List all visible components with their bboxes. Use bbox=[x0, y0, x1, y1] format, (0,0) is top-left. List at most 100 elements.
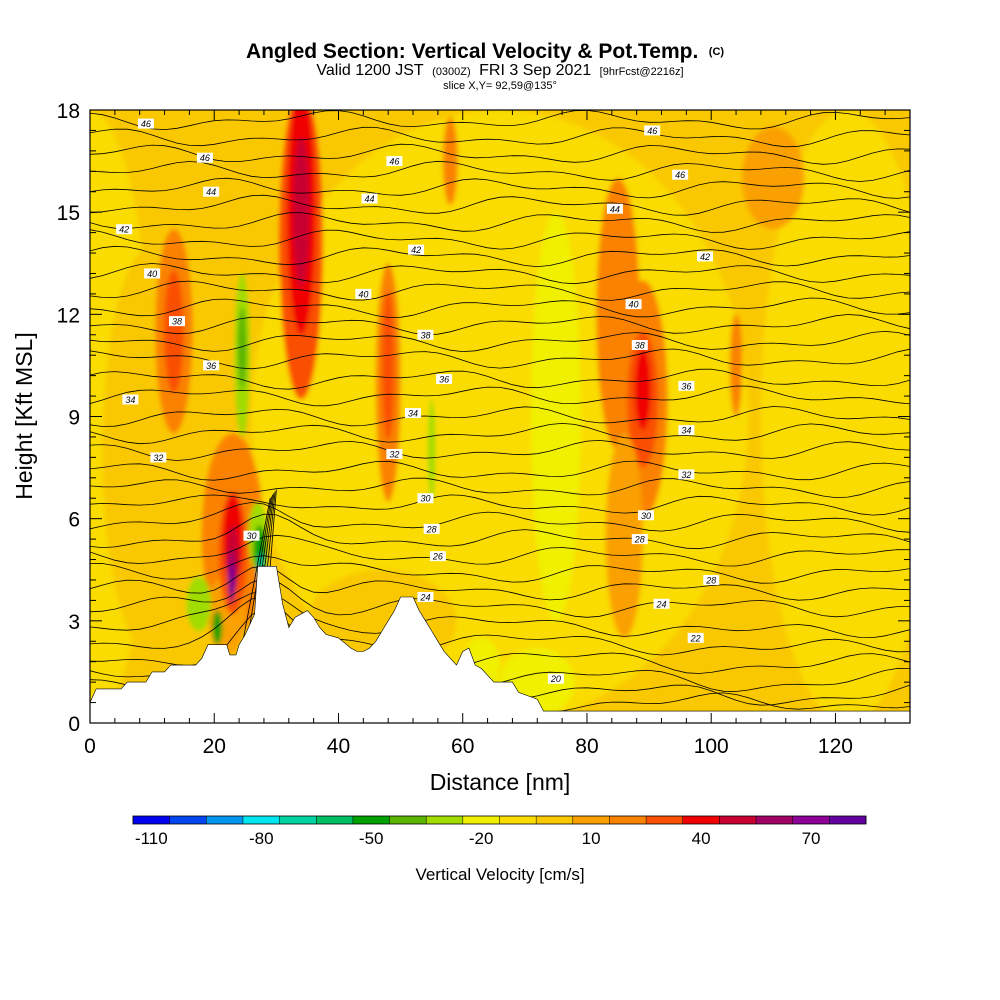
colorbar-swatch bbox=[646, 816, 684, 824]
velocity-shading bbox=[427, 399, 436, 502]
contour-label-box bbox=[150, 452, 167, 463]
contour-label-box bbox=[361, 193, 378, 204]
contour-label-box bbox=[436, 374, 453, 385]
contour-label-text: 42 bbox=[119, 225, 129, 235]
contour-label-text: 44 bbox=[610, 204, 620, 214]
contour-label-text: 42 bbox=[411, 245, 421, 255]
y-tick-label: 3 bbox=[68, 611, 80, 634]
contour-label-box bbox=[678, 425, 695, 436]
contour-label: 36 bbox=[203, 360, 220, 371]
contour-label-text: 34 bbox=[408, 409, 418, 419]
contour-line bbox=[90, 513, 910, 550]
contour-line bbox=[90, 494, 910, 516]
colorbar-swatch bbox=[352, 816, 390, 824]
contour-label-text: 44 bbox=[365, 194, 375, 204]
y-tick-label: 0 bbox=[68, 713, 80, 736]
contour-label-text: 30 bbox=[420, 494, 430, 504]
contour-label-box bbox=[672, 169, 689, 180]
contour-label-text: 46 bbox=[647, 126, 657, 136]
contour-label: 20 bbox=[547, 673, 564, 684]
colorbar-tick-labels: -110 -80 -50 -20 10 40 70 bbox=[135, 829, 821, 848]
contour-label-text: 36 bbox=[439, 375, 449, 385]
contour-label-text: 36 bbox=[681, 381, 691, 391]
contour-line bbox=[90, 368, 910, 390]
colorbar-swatch bbox=[279, 816, 317, 824]
contour-label-text: 46 bbox=[389, 157, 399, 167]
contour-line bbox=[90, 126, 910, 148]
y-tick-label: 18 bbox=[57, 100, 80, 123]
contour-label-box bbox=[168, 316, 185, 327]
colorbar-tick-label: 40 bbox=[692, 829, 711, 848]
x-tick-label: 0 bbox=[84, 735, 96, 758]
velocity-shading bbox=[163, 270, 184, 393]
contour-label-text: 34 bbox=[681, 426, 691, 436]
contour-label-box bbox=[423, 523, 440, 534]
contour-label-box bbox=[644, 125, 661, 136]
contour-label: 32 bbox=[386, 448, 403, 459]
contour-label: 42 bbox=[408, 244, 425, 255]
contour-line bbox=[90, 422, 910, 445]
contour-line bbox=[90, 160, 910, 182]
contour-label: 24 bbox=[417, 591, 434, 602]
contour-label-text: 30 bbox=[247, 531, 257, 541]
contour-label-box bbox=[122, 394, 139, 405]
colorbar-swatch bbox=[242, 816, 280, 824]
colorbar bbox=[132, 815, 867, 825]
contour-label-box bbox=[625, 299, 642, 310]
contour-line bbox=[90, 534, 910, 567]
contour-line bbox=[90, 501, 910, 533]
colorbar-swatch bbox=[462, 816, 500, 824]
contour-line bbox=[90, 330, 910, 353]
contour-label-box bbox=[547, 673, 564, 684]
contour-label: 32 bbox=[678, 469, 695, 480]
contour-line bbox=[90, 565, 910, 601]
contour-label-text: 32 bbox=[153, 453, 163, 463]
contour-label: 44 bbox=[606, 203, 623, 214]
contour-label: 32 bbox=[150, 452, 167, 463]
contour-line bbox=[90, 385, 910, 407]
contour-line bbox=[90, 245, 910, 268]
colorbar-swatch bbox=[536, 816, 574, 824]
y-axis-label: Height [Kft MSL] bbox=[11, 332, 37, 499]
contour-label-box bbox=[678, 469, 695, 480]
contour-label-text: 26 bbox=[432, 552, 443, 562]
contour-label-text: 22 bbox=[690, 633, 701, 643]
contour-label: 34 bbox=[405, 408, 422, 419]
contour-label-box bbox=[637, 510, 654, 521]
contour-label-text: 40 bbox=[358, 289, 368, 299]
contour-label: 40 bbox=[625, 299, 642, 310]
contour-label-box bbox=[697, 251, 713, 262]
contour-label-box bbox=[678, 380, 695, 391]
contour-label-text: 38 bbox=[420, 330, 430, 340]
velocity-shading bbox=[729, 314, 743, 417]
contour-label-box bbox=[631, 534, 648, 545]
velocity-shading bbox=[381, 290, 395, 441]
contour-line bbox=[241, 498, 271, 645]
contour-label: 42 bbox=[116, 224, 133, 235]
contour-label-text: 32 bbox=[681, 470, 691, 480]
colorbar-swatch bbox=[389, 816, 427, 824]
contour-label: 34 bbox=[678, 425, 695, 436]
contour-label-text: 36 bbox=[206, 361, 216, 371]
contour-line bbox=[90, 555, 910, 584]
contour-label: 40 bbox=[144, 268, 161, 279]
contour-label: 24 bbox=[653, 598, 670, 609]
contour-line bbox=[90, 143, 910, 165]
contour-line bbox=[90, 590, 910, 639]
colorbar-swatch bbox=[499, 816, 537, 824]
contour-label-box bbox=[417, 493, 434, 504]
contour-label-text: 46 bbox=[141, 119, 151, 129]
contour-label: 46 bbox=[644, 125, 661, 136]
contour-label: 44 bbox=[361, 193, 378, 204]
colorbar-swatch bbox=[206, 816, 244, 824]
terrain bbox=[90, 566, 910, 723]
x-tick-label: 60 bbox=[451, 735, 474, 758]
colorbar-label: Vertical Velocity [cm/s] bbox=[415, 865, 584, 884]
contour-label: 38 bbox=[168, 316, 185, 327]
colorbar-swatch bbox=[133, 816, 170, 824]
contour-line bbox=[90, 406, 910, 427]
contour-label-box bbox=[429, 551, 446, 562]
contour-label-text: 24 bbox=[656, 599, 667, 609]
